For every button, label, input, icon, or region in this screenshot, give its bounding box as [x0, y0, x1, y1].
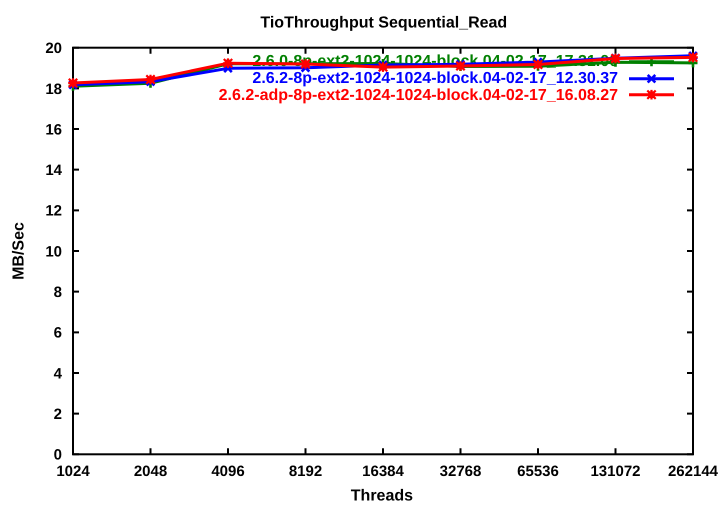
svg-text:12: 12: [45, 203, 62, 220]
svg-text:TioThroughput Sequential_Read: TioThroughput Sequential_Read: [260, 14, 507, 31]
svg-text:32768: 32768: [440, 463, 482, 480]
svg-text:1024: 1024: [56, 463, 90, 480]
svg-text:4096: 4096: [211, 463, 244, 480]
svg-text:20: 20: [45, 40, 62, 57]
svg-text:18: 18: [45, 81, 62, 98]
svg-text:8: 8: [54, 284, 62, 301]
svg-text:2.6.2-8p-ext2-1024-1024-block.: 2.6.2-8p-ext2-1024-1024-block.04-02-17_1…: [252, 70, 618, 87]
svg-text:16: 16: [45, 121, 62, 138]
svg-text:2: 2: [54, 406, 62, 423]
svg-text:65536: 65536: [517, 463, 559, 480]
svg-text:131072: 131072: [590, 463, 640, 480]
svg-text:16384: 16384: [362, 463, 404, 480]
svg-text:10: 10: [45, 243, 62, 260]
svg-text:8192: 8192: [289, 463, 322, 480]
svg-text:6: 6: [54, 325, 62, 342]
svg-text:2.6.2-adp-8p-ext2-1024-1024-bl: 2.6.2-adp-8p-ext2-1024-1024-block.04-02-…: [219, 87, 618, 104]
svg-text:262144: 262144: [668, 463, 719, 480]
svg-text:Threads: Threads: [351, 488, 413, 504]
svg-text:MB/Sec: MB/Sec: [11, 222, 28, 280]
svg-text:4: 4: [54, 365, 63, 382]
svg-text:2048: 2048: [134, 463, 167, 480]
svg-text:14: 14: [45, 162, 62, 179]
svg-text:0: 0: [54, 447, 62, 464]
